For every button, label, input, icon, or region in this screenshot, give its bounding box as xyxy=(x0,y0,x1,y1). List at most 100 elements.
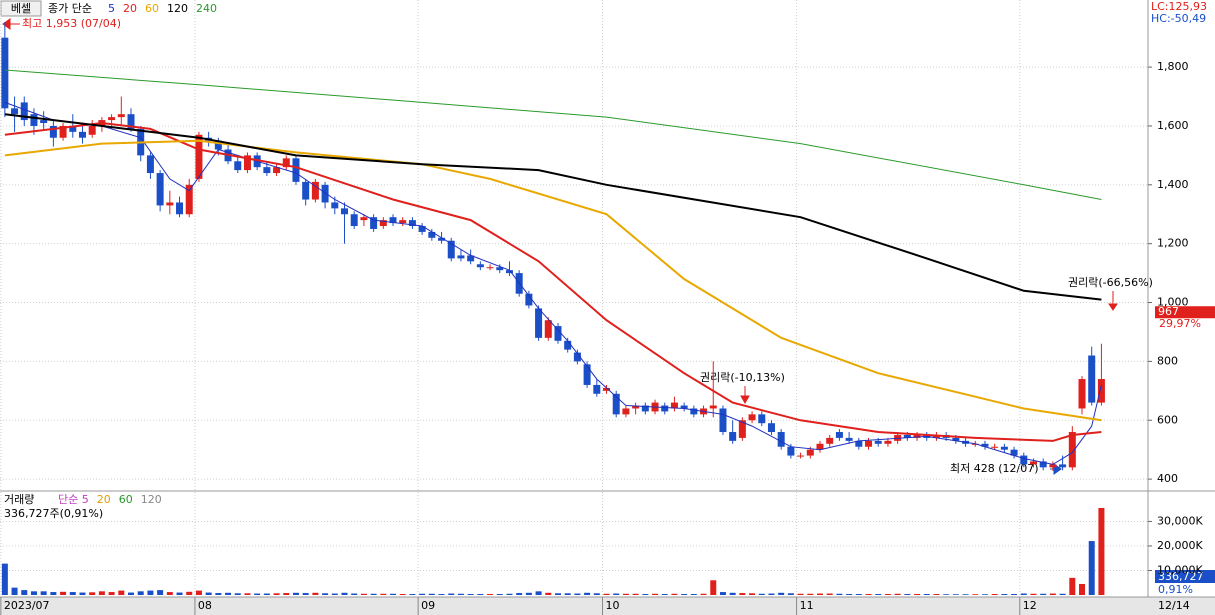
candle-body xyxy=(273,167,281,174)
y-tick-label: 1,200 xyxy=(1157,237,1189,250)
volume-tag xyxy=(1155,570,1215,583)
candle-body xyxy=(370,217,378,229)
volume-bar xyxy=(1079,583,1086,595)
volume-bar xyxy=(419,593,426,595)
volume-bar xyxy=(331,593,338,595)
volume-bar xyxy=(719,592,726,595)
volume-bar xyxy=(855,594,862,595)
volume-bar xyxy=(1088,541,1095,595)
volume-legend-entry: 20 xyxy=(97,493,111,506)
ma-line xyxy=(4,101,1102,465)
candle-body xyxy=(156,173,164,206)
volume-bar xyxy=(972,594,979,595)
candle-body xyxy=(282,158,290,168)
legend-entry: 240 xyxy=(196,2,217,15)
candle-body xyxy=(661,405,669,412)
candle-body xyxy=(1059,464,1067,468)
volume-bar xyxy=(108,592,115,595)
candle-body xyxy=(311,181,319,200)
volume-bar xyxy=(128,592,135,595)
volume-bar xyxy=(622,593,629,595)
candle-body xyxy=(787,446,795,456)
volume-change: 0,91% xyxy=(1158,583,1193,596)
volume-bar xyxy=(710,580,717,595)
candle-body xyxy=(243,155,251,171)
candle-body xyxy=(166,202,174,206)
volume-bar xyxy=(390,593,397,595)
candle-body xyxy=(1020,455,1028,465)
candle-body xyxy=(564,340,572,350)
candle-body xyxy=(991,446,999,448)
volume-bar xyxy=(846,594,853,595)
volume-bar xyxy=(768,593,775,595)
y-tick-label: 600 xyxy=(1157,413,1178,426)
volume-bar xyxy=(690,594,697,595)
candle-body xyxy=(30,114,38,126)
candle-body xyxy=(641,405,649,412)
volume-bar xyxy=(923,594,930,595)
volume-bar xyxy=(1001,594,1008,595)
candle-body xyxy=(806,449,814,456)
candle-body xyxy=(690,408,698,415)
candle-body xyxy=(505,270,513,274)
y-tick-label: 30,000K xyxy=(1157,514,1203,527)
candle-body xyxy=(535,308,543,338)
candle-body xyxy=(1029,461,1037,465)
volume-bar xyxy=(302,593,309,595)
volume-bar xyxy=(40,591,47,595)
volume-bar xyxy=(186,591,193,595)
candle-body xyxy=(117,114,125,118)
volume-bar xyxy=(758,593,765,595)
volume-bar xyxy=(894,593,901,595)
candle-body xyxy=(108,117,116,121)
candle-body xyxy=(340,208,348,215)
rights-note: 권리락(-66,56%) xyxy=(1068,276,1153,289)
candle-body xyxy=(399,220,407,224)
volume-bar xyxy=(467,594,474,595)
y-tick-label: 1,600 xyxy=(1157,119,1189,132)
volume-bar xyxy=(797,593,804,595)
candle-body xyxy=(767,423,775,433)
candle-body xyxy=(797,455,805,457)
volume-bar xyxy=(487,594,494,595)
volume-bar xyxy=(30,591,37,595)
y-tick-label: 400 xyxy=(1157,472,1178,485)
volume-bar xyxy=(1059,593,1066,595)
volume-note: 336,727주(0,91%) xyxy=(4,507,103,520)
rights-note: 권리락(-10,13%) xyxy=(700,371,785,384)
volume-bar xyxy=(399,594,406,595)
candle-body xyxy=(408,220,416,227)
stock-name: 베셀 xyxy=(11,2,31,15)
volume-bar xyxy=(496,594,503,595)
ma-line xyxy=(4,69,1102,200)
volume-bar xyxy=(205,592,212,595)
volume-bar xyxy=(195,590,202,595)
candle-body xyxy=(331,202,339,209)
candle-body xyxy=(719,408,727,433)
volume-bar xyxy=(593,593,600,595)
candle-body xyxy=(709,405,717,409)
volume-bar xyxy=(632,593,639,595)
volume-legend-entry: 60 xyxy=(119,493,133,506)
volume-bar xyxy=(749,593,756,595)
volume-bar xyxy=(642,594,649,595)
ma-line xyxy=(4,121,1102,442)
candle-body xyxy=(496,267,504,271)
candle-body xyxy=(350,214,358,227)
price-tag-label: 967 xyxy=(1158,305,1179,318)
candle-body xyxy=(855,440,863,447)
candle-body xyxy=(680,405,688,409)
stock-box[interactable] xyxy=(0,0,42,17)
volume-bar xyxy=(176,592,183,595)
candle-body xyxy=(913,434,921,438)
candle-body xyxy=(874,440,882,444)
volume-bar xyxy=(554,593,561,595)
candle-body xyxy=(486,267,494,269)
candle-body xyxy=(1097,379,1105,403)
volume-bar xyxy=(991,594,998,595)
volume-bar xyxy=(516,593,523,595)
candle-body xyxy=(69,125,77,132)
candle-body xyxy=(1039,461,1047,468)
